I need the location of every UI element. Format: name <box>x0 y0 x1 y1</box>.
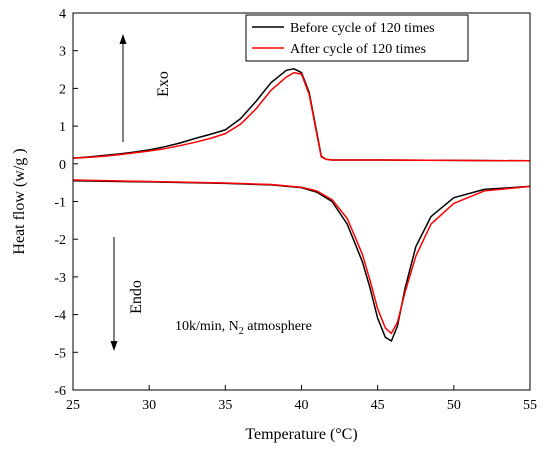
series-layer <box>72 68 531 342</box>
x-tick-label: 25 <box>66 398 80 413</box>
x-tick-label: 45 <box>371 398 385 413</box>
x-tick-label: 30 <box>142 398 156 413</box>
y-tick-label: 1 <box>59 120 66 135</box>
x-tick-label: 50 <box>447 398 461 413</box>
legend: Before cycle of 120 times After cycle of… <box>245 14 469 62</box>
y-tick-label: -3 <box>54 271 66 286</box>
y-axis-label: Heat flow (w/g ) <box>11 148 28 254</box>
y-tick-label: -1 <box>54 196 66 211</box>
x-tick-label: 35 <box>218 398 232 413</box>
ticks-layer: 25 30 35 40 45 50 55 -6 -5 -4 -3 -2 -1 0 1 2 3 4 <box>54 7 537 413</box>
x-tick-label: 55 <box>523 398 537 413</box>
series-0-curve-0 <box>72 68 531 162</box>
legend-box <box>245 14 469 62</box>
condition-label: 10k/min, N2 atmosphere <box>175 319 312 337</box>
endo-arrow <box>110 237 118 351</box>
y-tick-label: 3 <box>59 45 66 60</box>
exo-label: Exo <box>155 71 172 97</box>
exo-arrow <box>119 34 127 142</box>
legend-label-after: After cycle of 120 times <box>290 42 426 57</box>
series-1-curve-0 <box>72 71 531 162</box>
series-1-curve-1 <box>72 179 531 335</box>
y-tick-label: 2 <box>59 82 66 97</box>
x-tick-label: 40 <box>295 398 309 413</box>
y-tick-label: -2 <box>54 233 66 248</box>
series-0-curve-1 <box>72 180 531 342</box>
endo-label: Endo <box>128 280 145 314</box>
y-tick-label: -6 <box>54 384 66 399</box>
y-tick-label: -5 <box>54 346 66 361</box>
legend-label-before: Before cycle of 120 times <box>290 21 435 36</box>
y-tick-label: -4 <box>54 309 66 324</box>
y-tick-label: 4 <box>59 7 66 22</box>
x-axis-label: Temperature (°C) <box>245 426 357 443</box>
y-tick-label: 0 <box>59 158 66 173</box>
